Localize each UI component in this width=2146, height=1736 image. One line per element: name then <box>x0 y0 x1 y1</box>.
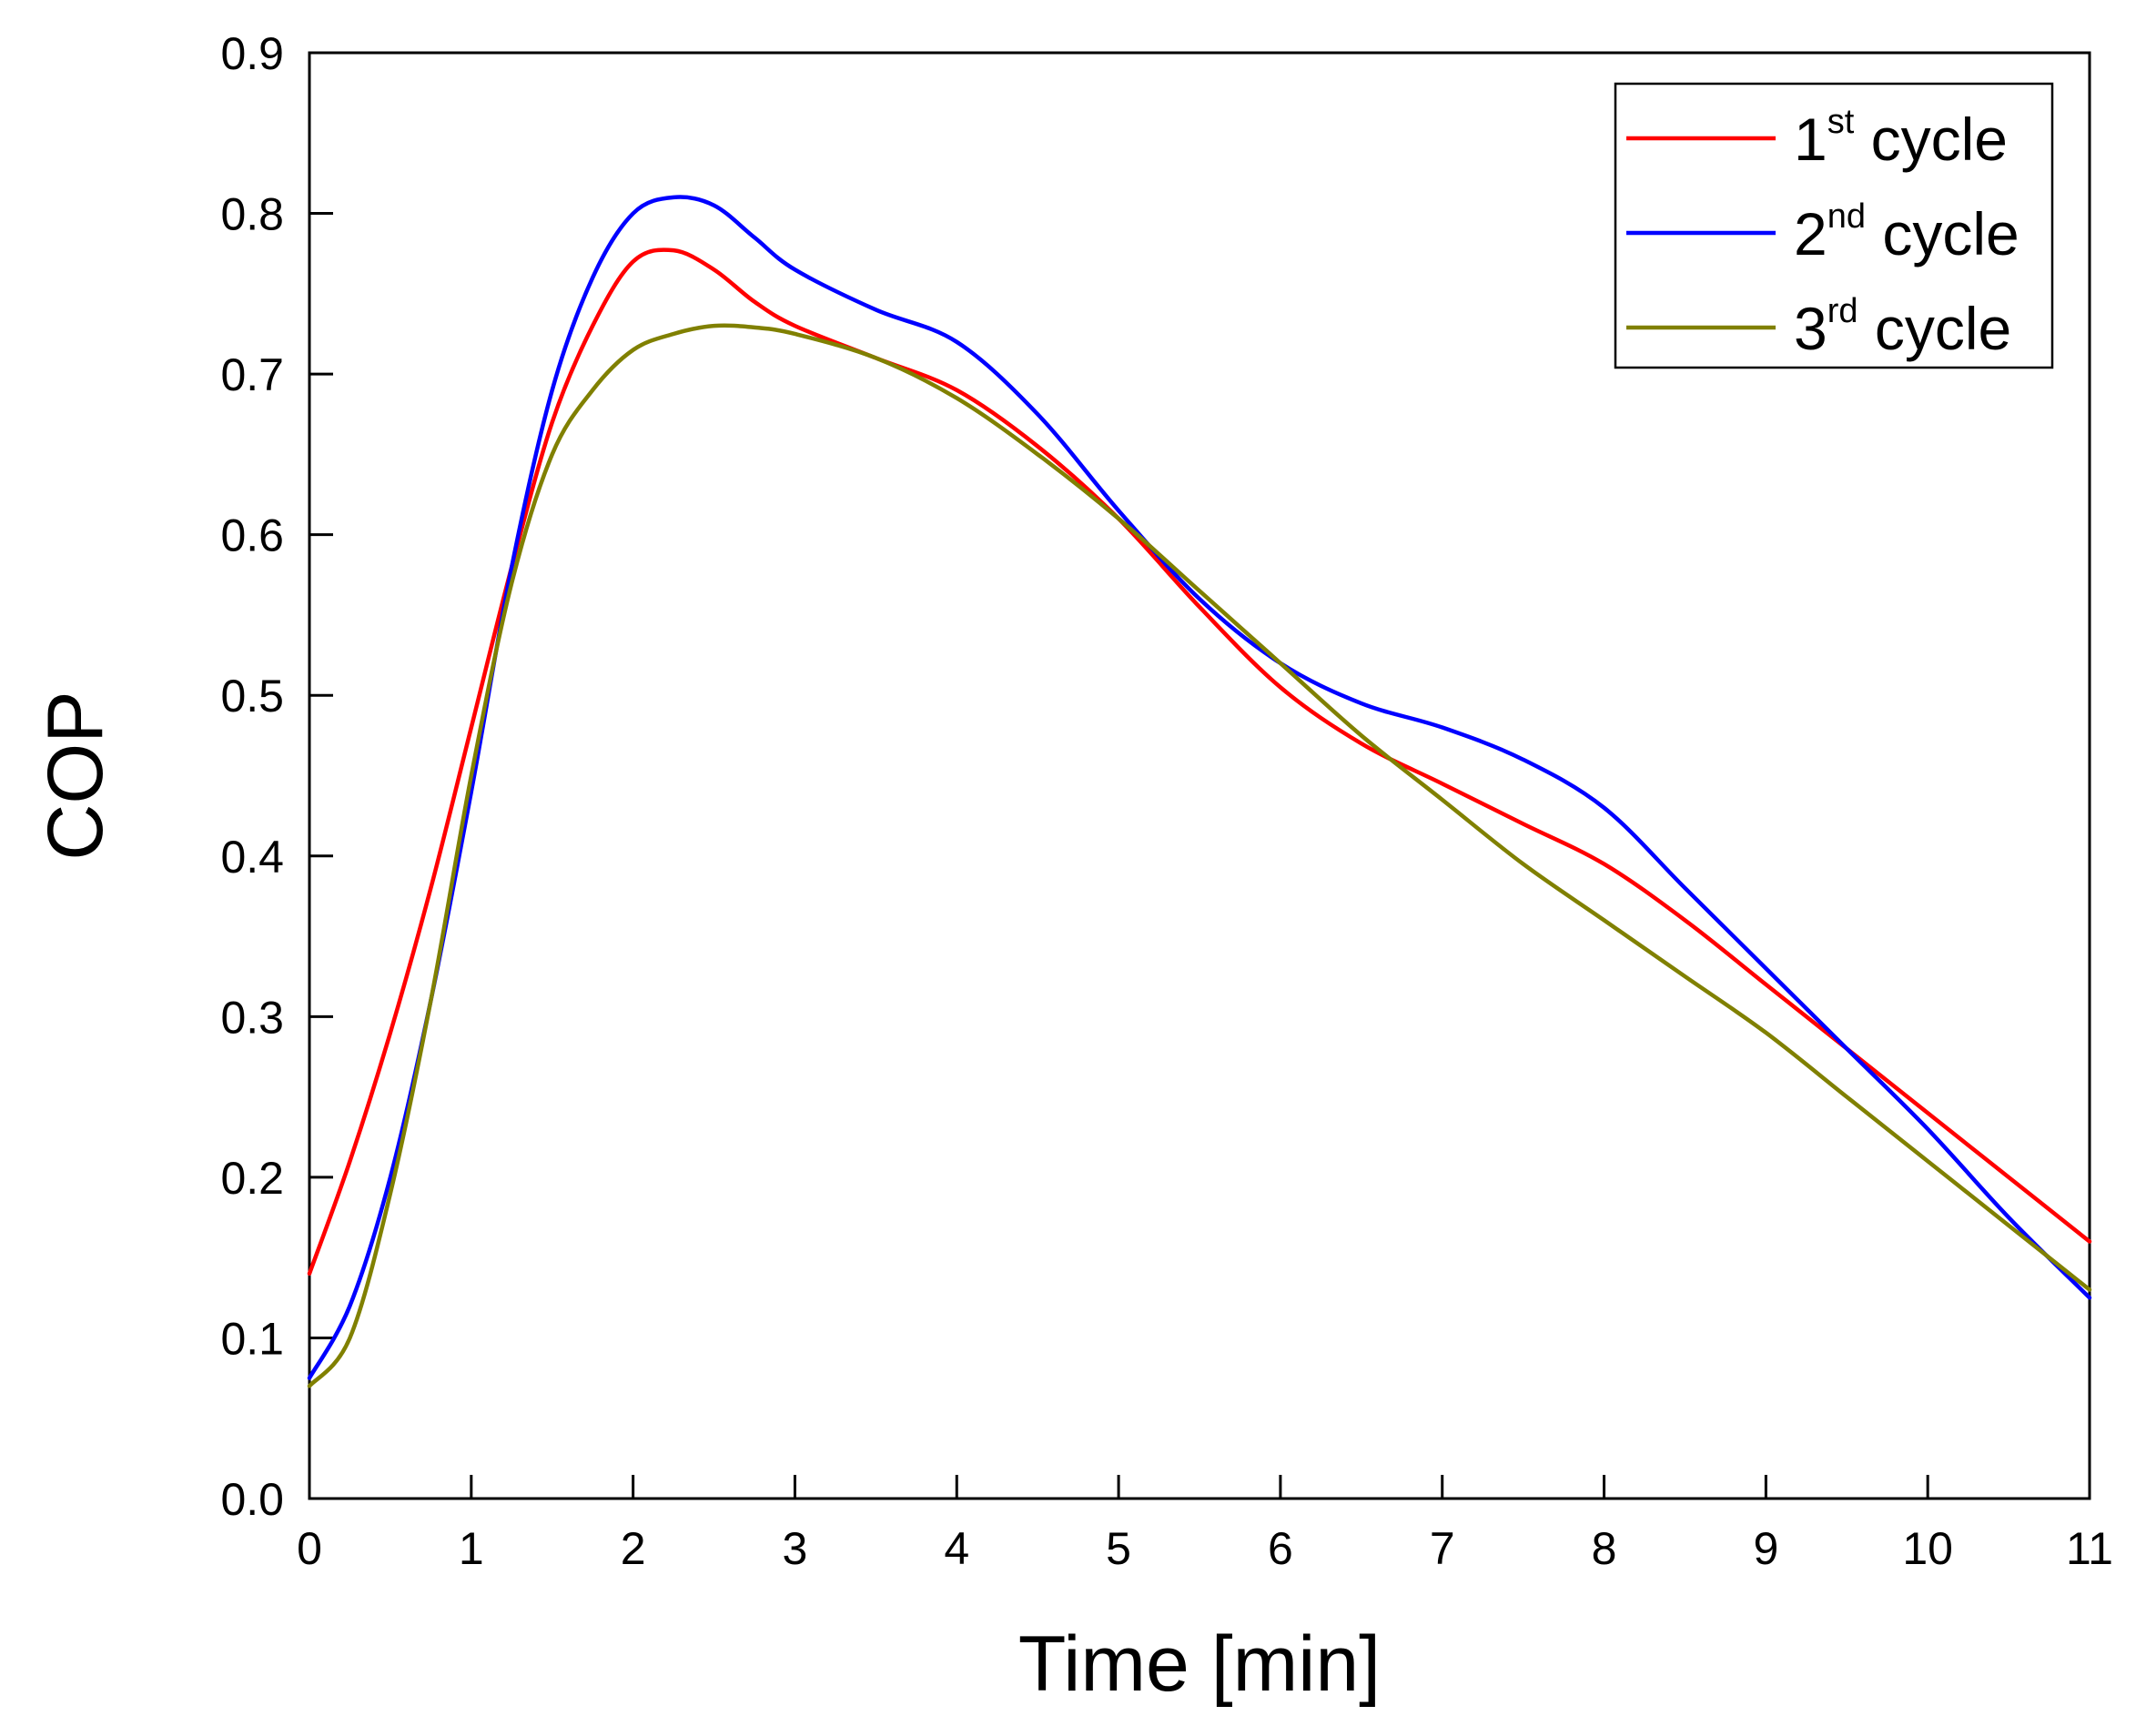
x-tick-label: 8 <box>1592 1523 1617 1574</box>
series-line-cycle-3 <box>307 323 2092 1388</box>
x-tick-label: 4 <box>944 1523 969 1574</box>
legend-label-cycle-2: 2nd cycle <box>1794 197 2019 267</box>
x-tick-label: 2 <box>621 1523 646 1574</box>
series-line-cycle-1 <box>307 247 2092 1277</box>
y-tick-label: 0.2 <box>220 1153 284 1204</box>
x-tick-label: 10 <box>1902 1523 1953 1574</box>
y-tick-label: 0.9 <box>220 28 284 79</box>
x-tick-label: 1 <box>459 1523 484 1574</box>
x-axis-title: Time [min] <box>1018 1620 1381 1708</box>
y-tick-label: 0.1 <box>220 1313 284 1364</box>
x-tick-label: 5 <box>1106 1523 1131 1574</box>
y-tick-label: 0.7 <box>220 349 284 400</box>
x-tick-label: 0 <box>297 1523 322 1574</box>
x-tick-label: 9 <box>1753 1523 1778 1574</box>
legend-box <box>1614 82 2054 369</box>
x-tick-label: 7 <box>1430 1523 1455 1574</box>
y-tick-label: 0.8 <box>220 189 284 240</box>
y-tick-label: 0.0 <box>220 1474 284 1525</box>
y-tick-label: 0.6 <box>220 510 284 561</box>
x-tick-label: 6 <box>1268 1523 1293 1574</box>
x-tick-label: 11 <box>2066 1523 2113 1574</box>
y-tick-label: 0.4 <box>220 832 284 883</box>
series-line-cycle-2 <box>307 195 2092 1380</box>
x-tick-label: 3 <box>783 1523 808 1574</box>
y-tick-label: 0.5 <box>220 671 284 722</box>
legend-label-cycle-1: 1st cycle <box>1794 103 2008 173</box>
legend-label-cycle-3: 3rd cycle <box>1794 292 2011 362</box>
y-tick-label: 0.3 <box>220 992 284 1043</box>
plot-frame <box>308 51 2091 1500</box>
y-axis-title: COP <box>32 691 119 860</box>
